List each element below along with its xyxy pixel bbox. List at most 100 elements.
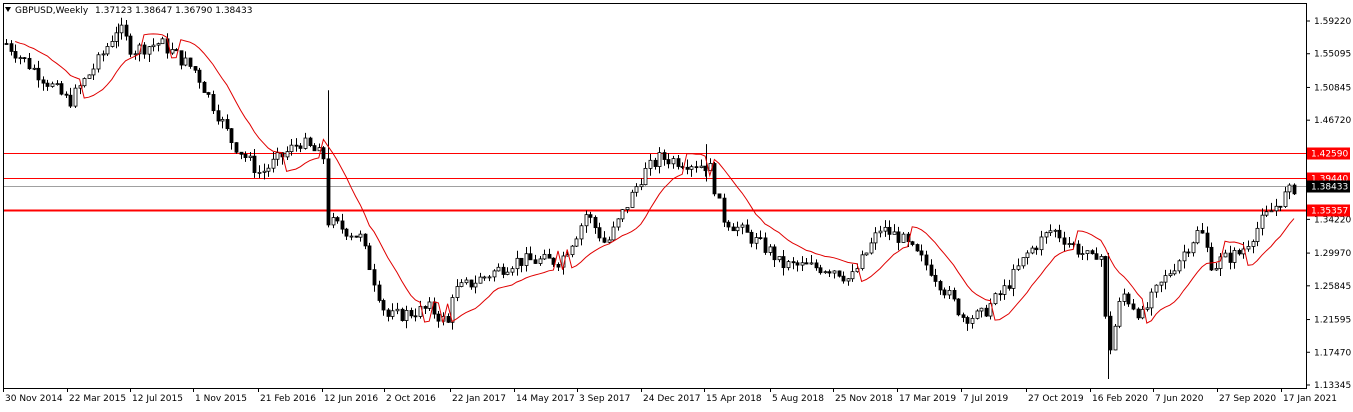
price-tick-label: 1.46720 [1314, 116, 1351, 126]
candle-body [119, 24, 124, 34]
symbol-label: GBPUSD,Weekly [15, 6, 89, 16]
candle-body [409, 310, 414, 317]
candle-body [1274, 205, 1279, 212]
candle-body [896, 231, 901, 243]
candle-body [988, 303, 993, 317]
triangle-down-icon[interactable] [5, 7, 11, 12]
candle-body [298, 145, 303, 149]
candle-body [197, 69, 202, 83]
candle-body [1232, 250, 1237, 263]
candle-body [584, 214, 589, 227]
candle-body [952, 289, 957, 300]
candle-body [105, 46, 110, 55]
price-axis: 1.59220 1.55095 1.50845 1.46720 1.34220 1.299… [1306, 17, 1351, 391]
candle-body [763, 237, 768, 253]
time-tick-label: 3 Sep 2017 [579, 394, 630, 404]
time-tick-label: 16 Feb 2020 [1092, 394, 1148, 404]
candle-body [915, 244, 920, 252]
time-tick-label: 27 Oct 2019 [1028, 394, 1084, 404]
candle-body [611, 226, 616, 241]
candle-body [731, 226, 736, 232]
candle-body [1034, 247, 1039, 251]
candle-body [538, 258, 543, 264]
candle-body [938, 281, 943, 291]
candle-body [1136, 308, 1141, 319]
candle-body [354, 235, 359, 238]
candle-body [358, 233, 363, 238]
level-price-label: 1.42590 [1311, 150, 1348, 160]
candle-body [933, 274, 938, 282]
candle-body [754, 237, 759, 244]
candle-body [919, 250, 924, 256]
candle-body [248, 155, 253, 158]
candle-body [335, 217, 340, 222]
candle-body [892, 231, 897, 235]
candle-body [653, 159, 658, 167]
candle-body [55, 83, 60, 86]
candle-body [9, 43, 14, 52]
candle-body [533, 259, 538, 264]
candle-body [510, 268, 515, 273]
candle-body [266, 167, 271, 172]
candle-body [745, 224, 750, 233]
candle-body [229, 128, 234, 144]
candle-body [1251, 241, 1256, 247]
candle-body [64, 93, 69, 96]
candle-body [1186, 251, 1191, 254]
candle-body [220, 119, 225, 122]
candle-body [478, 276, 483, 284]
candle-body [1080, 253, 1085, 255]
time-tick-label: 5 Aug 2018 [772, 394, 824, 404]
candle-body [657, 152, 662, 167]
candle-body [965, 317, 970, 324]
candle-body [689, 166, 694, 170]
candle-body [271, 158, 276, 169]
candle-body [1011, 268, 1016, 289]
candle-body [1067, 243, 1072, 245]
candle-body [869, 242, 874, 254]
candle-body [206, 92, 211, 95]
price-tick-label: 1.34220 [1314, 215, 1351, 225]
candle-body [722, 197, 727, 223]
candle-body [459, 282, 464, 287]
time-tick-label: 14 May 2017 [516, 394, 575, 404]
candle-body [827, 271, 832, 274]
candle-body [1021, 257, 1026, 267]
candle-body [593, 216, 598, 229]
candle-body [662, 152, 667, 160]
candle-body [289, 144, 294, 153]
time-tick-label: 17 Jan 2021 [1283, 394, 1337, 404]
time-tick-label: 25 Nov 2018 [835, 394, 893, 404]
candle-body [1103, 256, 1108, 317]
candle-body [1168, 273, 1173, 276]
candle-body [82, 78, 87, 87]
candle-body [436, 313, 441, 322]
candle-body [390, 310, 395, 317]
candle-body [50, 83, 55, 87]
candle-body [597, 227, 602, 239]
candle-body [1126, 293, 1131, 305]
time-tick-label: 30 Nov 2014 [5, 394, 63, 404]
candle-body [487, 276, 492, 279]
candle-body [929, 264, 934, 276]
level-price-tag [1307, 147, 1350, 160]
candle-body [367, 245, 372, 271]
candle-body [979, 307, 984, 312]
candle-body [1048, 230, 1053, 234]
candle-body [147, 46, 152, 55]
candle-body [1108, 315, 1113, 351]
time-tick-label: 7 Jun 2020 [1155, 394, 1204, 404]
candle-body [975, 310, 980, 319]
time-tick-label: 17 Mar 2019 [899, 394, 956, 404]
candle-body [404, 310, 409, 321]
horizontal-levels[interactable] [4, 153, 1306, 212]
candle-body [887, 226, 892, 235]
candle-body [101, 53, 106, 56]
candle-body [331, 217, 336, 226]
candle-body [501, 266, 506, 275]
candle-body [671, 158, 676, 165]
candle-body [239, 151, 244, 155]
candle-body [1002, 285, 1007, 295]
